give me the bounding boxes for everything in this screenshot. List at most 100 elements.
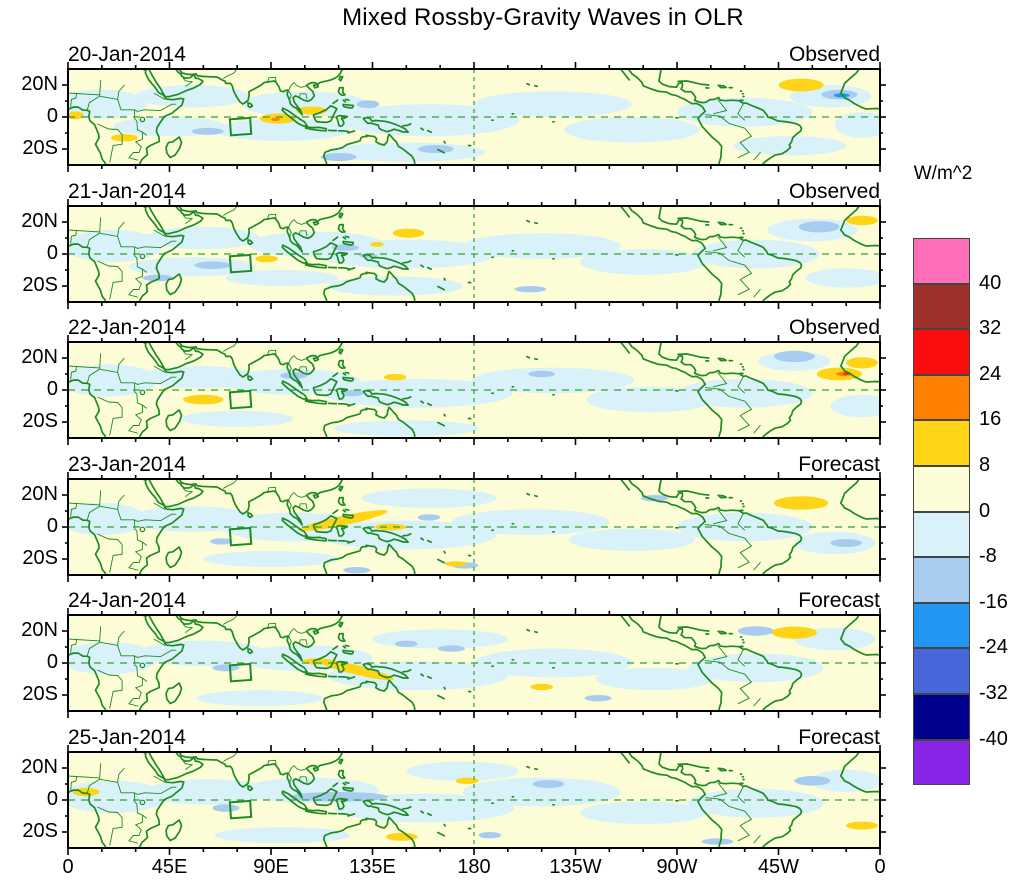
coastline [342,103,355,109]
coastline [322,133,416,165]
coastline [338,75,344,82]
latitude-tick-label: 20S [22,683,58,705]
coastline [437,831,446,837]
coastline [338,758,344,765]
anomaly-blob [356,100,380,109]
coastline [337,769,346,780]
coastline [420,537,425,541]
coastline [178,342,344,389]
coastline [68,516,107,575]
country-border-line [68,502,100,506]
anomaly-blob [192,127,224,135]
coastline [165,819,183,842]
country-border-line [97,123,123,163]
anomaly-blob [183,394,224,405]
coastline [165,682,183,705]
coastline [337,539,350,543]
country-border-line [267,349,277,356]
country-border-line [99,84,125,100]
anomaly-blob [564,117,700,143]
country-border-line [712,509,728,525]
colorbar-segment [913,511,970,558]
coastline [402,669,412,673]
coastline [420,264,425,268]
coastline [658,479,803,575]
coastline [337,129,350,133]
coastline [619,69,631,81]
anomaly-blob [595,667,714,691]
country-border-line [753,288,761,298]
anomaly-blob [194,261,231,269]
coastline [178,69,344,116]
coastline [344,644,350,648]
country-border-line [134,109,148,136]
coastline [658,342,803,438]
country-border-line [267,213,277,220]
country-border-line [99,221,125,237]
coastline [332,782,339,788]
country-border-line [737,240,746,258]
anomaly-blob [68,230,163,262]
coastline [717,84,728,89]
anomaly-blob [322,378,513,408]
anomaly-blob [580,249,707,275]
country-border-line [134,382,148,409]
colorbar-segment [913,557,970,603]
panel-date-label: 21-Jan-2014 [68,180,186,203]
coastline [443,413,446,417]
coastline [337,496,346,507]
country-border-line [712,645,728,661]
country-border-line [128,542,143,571]
country-border-line [153,638,166,646]
latitude-tick-label: 20N [21,210,58,232]
coastline [443,550,446,554]
colorbar-tick-label: 16 [979,408,1002,431]
coastline [342,513,355,519]
coastline [437,421,446,427]
coastline [68,243,107,302]
coastline [165,546,183,569]
country-border-line [99,630,125,646]
coastline [281,244,308,264]
anomaly-blob [462,233,621,259]
panel-status-label: Observed [788,316,880,339]
country-border-line [222,69,238,79]
colorbar-tick-label: -24 [979,636,1008,659]
coastline [839,752,880,793]
colorbar-segment [913,238,970,284]
country-border-line [70,229,78,245]
coastline [839,206,880,247]
coastline [332,236,339,242]
coastline [337,86,346,97]
coastline [165,409,183,432]
panel-date-label: 25-Jan-2014 [68,726,186,749]
coastline [526,355,531,359]
panel-status-label: Observed [788,180,880,203]
map-panel-20-Jan-2014 [62,62,886,172]
latitude-tick-label: 20S [22,547,58,569]
latitude-tick-label: 20N [21,756,58,778]
country-border-line [737,786,746,804]
anomaly-blob [225,369,362,395]
coastline [658,206,803,302]
latitude-tick-label: 0 [46,105,58,127]
anomaly-blob [225,270,339,286]
anomaly-blob [444,561,468,567]
target-region-box [228,389,253,410]
coastline [304,671,328,678]
country-border-line [68,229,100,233]
anomaly-blob [677,97,813,127]
country-border-line [97,260,123,300]
coastline [619,206,631,218]
country-border-line [153,229,166,237]
coastline [338,212,344,219]
country-border-line [160,240,177,248]
anomaly-blob [688,653,824,683]
country-border-line [222,206,238,216]
coastline [347,130,356,134]
lake-victoria-outline [139,662,146,669]
country-border-line [222,615,238,625]
coastline [147,206,204,235]
coastline [138,479,185,575]
anomaly-blob [528,370,556,378]
